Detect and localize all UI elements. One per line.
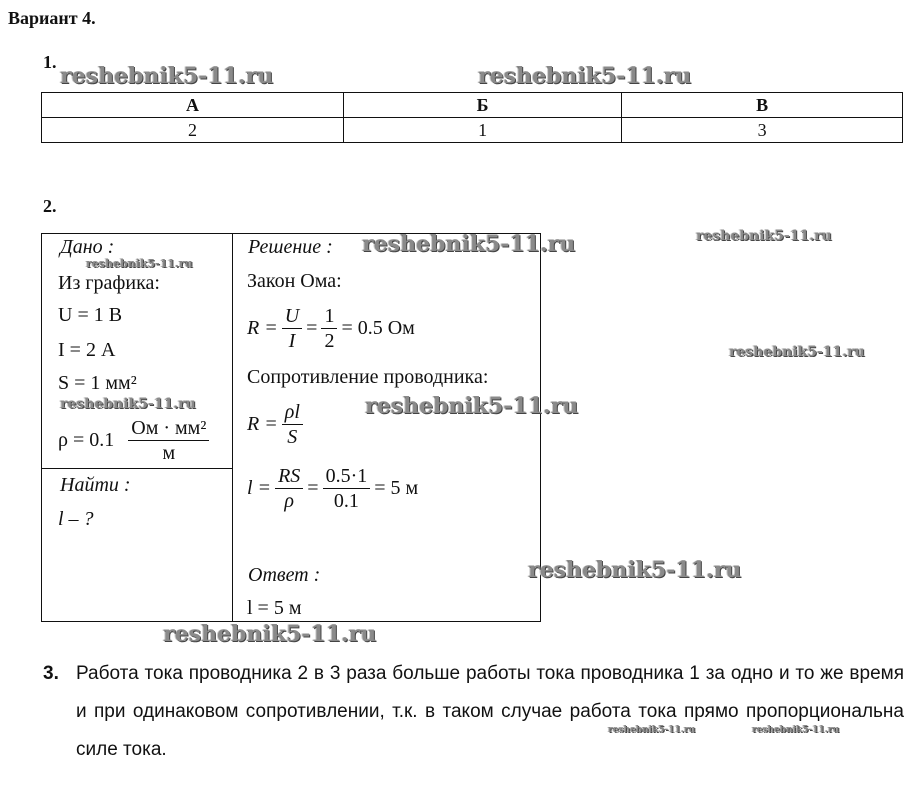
eq-den: I [288,330,296,352]
task3-number: 3. [43,663,59,684]
header-v: В [621,92,903,118]
given-s: S = 1 мм² [58,372,137,394]
answer-value: l = 5 м [247,597,302,619]
given-u: U = 1 В [58,304,123,326]
watermark: reshebnik5-11.ru [478,63,692,89]
task3-text: Работа тока проводника 2 в 3 раза больше… [76,663,904,760]
from-graph: Из графика: [58,272,160,294]
table-header-row: А Б В [41,92,903,118]
equation-length: l = RS ρ = 0.5·1 0.1 = 5 м [247,464,419,512]
rho-unit-den: м [162,442,176,464]
eq-num: U [281,304,303,329]
watermark: reshebnik5-11.ru [163,621,377,647]
eq-num: 1 [321,304,338,329]
given-label: Дано : [60,236,115,258]
find-value: l – ? [58,508,94,530]
eq-num: ρl [281,400,303,425]
watermark: reshebnik5-11.ru [86,257,193,270]
eq-den: 0.1 [333,490,359,512]
header-a: А [41,92,344,118]
equation-resistance: R = ρl S [247,400,307,449]
task1-number: 1. [43,52,57,72]
divider [42,468,232,469]
eq-den: S [287,426,298,448]
given-i: I = 2 А [58,339,116,361]
eq-result: = 5 м [374,477,419,499]
find-label: Найти : [60,474,131,496]
solution-label: Решение : [248,236,333,258]
ohm-law: Закон Ома: [247,270,342,292]
watermark: reshebnik5-11.ru [752,725,840,735]
watermark: reshebnik5-11.ru [60,63,274,89]
solution-box: Дано : Из графика: U = 1 В I = 2 А S = 1… [41,233,541,622]
watermark: reshebnik5-11.ru [60,396,196,412]
watermark: reshebnik5-11.ru [608,725,696,735]
watermark: reshebnik5-11.ru [528,557,742,583]
answer-table: А Б В 2 1 3 [41,92,903,143]
eq-result: = 0.5 Ом [341,317,415,339]
eq-lhs: R = [247,413,278,435]
watermark: reshebnik5-11.ru [696,228,832,244]
value-v: 3 [621,117,903,143]
value-b: 1 [342,117,623,143]
rho-value: ρ = 0.1 [58,429,115,451]
variant-title: Вариант 4. [8,8,96,28]
eq-den: 2 [324,330,335,352]
eq-num: 0.5·1 [322,464,371,489]
resistance-label: Сопротивление проводника: [247,366,489,388]
answer-label: Ответ : [248,564,321,586]
eq-num: RS [275,464,304,489]
eq-lhs: l = [247,477,272,499]
watermark: reshebnik5-11.ru [365,393,579,419]
table-row: 2 1 3 [41,117,903,143]
given-rho: ρ = 0.1 Ом · мм² м [58,416,213,465]
value-a: 2 [41,117,344,143]
eq-den: ρ [284,490,294,512]
divider [232,234,233,621]
header-b: Б [342,92,623,118]
task2-number: 2. [43,196,57,216]
watermark: reshebnik5-11.ru [362,231,576,257]
rho-unit-num: Ом · мм² [128,416,210,441]
watermark: reshebnik5-11.ru [729,344,865,360]
eq-lhs: R = [247,317,278,339]
